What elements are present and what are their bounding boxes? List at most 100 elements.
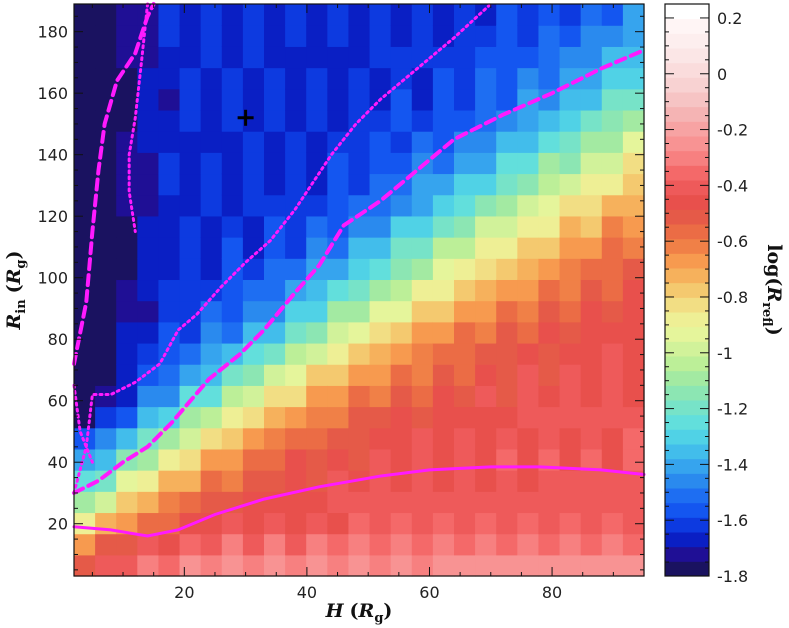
heatmap-cell [496, 131, 518, 153]
heatmap-cell [116, 109, 138, 132]
heatmap-cell [432, 554, 455, 577]
colorbar-swatch [665, 517, 709, 533]
heatmap-cell [538, 300, 561, 323]
heatmap-cell [517, 533, 540, 556]
heatmap-cell [369, 46, 392, 69]
heatmap-cell [432, 533, 455, 556]
heatmap-cell [622, 4, 645, 26]
heatmap-cell [327, 46, 350, 69]
colorbar-label: log(Rrefl) [759, 244, 785, 336]
heatmap-cell [285, 448, 307, 471]
heatmap-cell [242, 25, 265, 47]
heatmap-cell [538, 152, 561, 175]
heatmap-cell [390, 342, 413, 365]
heatmap-cell [622, 300, 645, 323]
heatmap-cell [158, 237, 181, 259]
heatmap-cell [264, 131, 286, 153]
heatmap-cell [116, 258, 138, 281]
heatmap-cell [601, 88, 624, 111]
heatmap-cell [327, 300, 350, 323]
heatmap-cell [559, 279, 582, 302]
heatmap-cell [348, 67, 371, 90]
heatmap-cell [116, 321, 138, 344]
markers [237, 109, 254, 126]
heatmap-cell [411, 554, 434, 577]
heatmap-cell [179, 194, 202, 217]
heatmap-cell [348, 279, 371, 302]
heatmap-cell [221, 448, 244, 471]
heatmap-cell [116, 427, 138, 450]
heatmap-cell [137, 279, 160, 302]
heatmap-cell [179, 131, 202, 153]
heatmap-cell [95, 279, 117, 302]
heatmap-cell [306, 237, 328, 259]
heatmap-cell [390, 300, 413, 323]
heatmap-cell [454, 364, 476, 386]
y-tick-label: 60 [48, 392, 68, 411]
heatmap-cell [432, 88, 455, 111]
heatmap-cell [95, 300, 117, 323]
heatmap-cell [475, 342, 497, 365]
heatmap-cell [348, 427, 371, 450]
y-axis-ticks: 20 40 60 80 100 120 140 160 180 [37, 15, 644, 571]
heatmap-cell [306, 67, 328, 90]
heatmap-cell [74, 258, 96, 281]
heatmap-cell [95, 237, 117, 259]
heatmap-cell [116, 237, 138, 259]
heatmap-cell [221, 25, 244, 47]
heatmap-cell [179, 279, 202, 302]
heatmap-cell [622, 406, 645, 429]
heatmap-cell [369, 491, 392, 514]
heatmap-cell [348, 152, 371, 175]
heatmap-cell [411, 173, 434, 196]
heatmap-cell [390, 427, 413, 450]
heatmap-cell [454, 25, 476, 47]
heatmap-cell [496, 215, 518, 238]
heatmap-cell [432, 25, 455, 47]
heatmap-cell [559, 491, 582, 514]
heatmap-cell [179, 533, 202, 556]
heatmap-cell [116, 25, 138, 47]
heatmap-cell [517, 67, 540, 90]
heatmap-cell [454, 173, 476, 196]
heatmap-cell [306, 342, 328, 365]
colorbar-swatch [665, 370, 709, 386]
heatmap-cell [475, 215, 497, 238]
x-axis-label-sub: g [374, 611, 383, 626]
heatmap-cell [517, 300, 540, 323]
heatmap-cell [390, 215, 413, 238]
colorbar-swatch [665, 268, 709, 284]
heatmap-cell [221, 131, 244, 153]
heatmap-cell [285, 533, 307, 556]
heatmap-cell [306, 427, 328, 450]
heatmap-cell [601, 406, 624, 429]
heatmap-cell [580, 321, 603, 344]
colorbar-swatch [665, 312, 709, 328]
heatmap-cell [517, 427, 540, 450]
heatmap-cell [221, 152, 244, 175]
heatmap-cell [369, 152, 392, 175]
heatmap-cell [390, 46, 413, 69]
heatmap-cell [200, 406, 223, 429]
heatmap-cell [432, 194, 455, 217]
heatmap-cell [264, 512, 286, 535]
heatmap-cell [158, 385, 181, 408]
heatmap-cell [601, 258, 624, 281]
heatmap-cell [221, 321, 244, 344]
heatmap-cell [538, 279, 561, 302]
heatmap-cell [306, 279, 328, 302]
heatmap-cell [622, 152, 645, 175]
heatmap-cell [116, 194, 138, 217]
heatmap-cell [622, 279, 645, 302]
contour-line-dotted [72, 383, 94, 464]
heatmap-cell [242, 258, 265, 281]
contour-line-dashed [72, 48, 646, 495]
heatmap-cell [200, 152, 223, 175]
heatmap-cell [242, 173, 265, 196]
heatmap-cell [390, 512, 413, 535]
heatmap-cell [95, 406, 117, 429]
heatmap-cell [517, 152, 540, 175]
heatmap-cell [369, 406, 392, 429]
heatmap-cell [580, 152, 603, 175]
heatmap-cell [496, 88, 518, 111]
